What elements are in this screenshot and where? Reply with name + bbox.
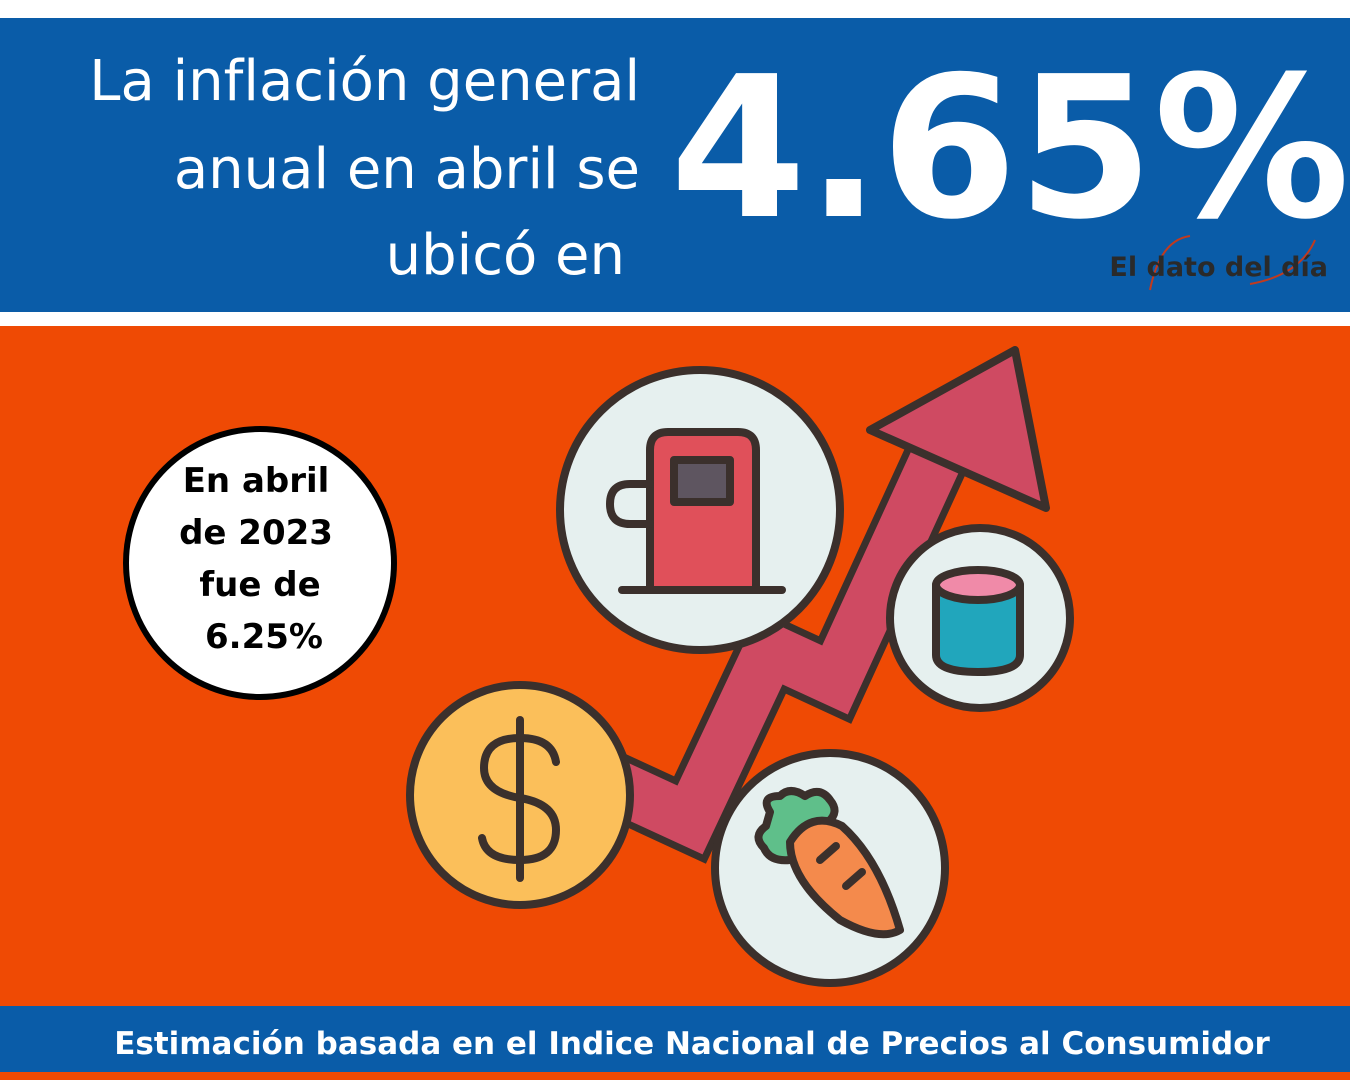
- fuel-icon: [556, 366, 844, 654]
- headline-line: La inflación general: [89, 49, 640, 114]
- dollar-s: [478, 734, 560, 864]
- note-line: 6.25%: [205, 617, 323, 657]
- brand-swoosh: [1149, 235, 1191, 291]
- note-line: de 2023: [179, 513, 333, 553]
- note-circle: [123, 426, 397, 700]
- can-icon: [886, 524, 1074, 712]
- carrot-root: [786, 816, 904, 939]
- headline-line: ubicó en: [386, 223, 625, 288]
- pump-display: [670, 456, 734, 506]
- footer-source: Estimación basada en el Indice Nacional …: [114, 1026, 1270, 1062]
- note-line: En abril: [183, 461, 330, 501]
- dollar-icon: [406, 681, 634, 909]
- rising-arrow: [546, 346, 1050, 864]
- pump: [646, 428, 760, 594]
- note-badge: En abril de 2023 fue de 6.25%: [123, 426, 397, 700]
- carrot-line: [816, 842, 840, 864]
- carrot-leaves: [754, 787, 839, 865]
- arrow-body: [549, 429, 969, 855]
- footer-stripe: [0, 1072, 1350, 1080]
- header-band: [0, 18, 1350, 312]
- pump-hose: [606, 480, 654, 528]
- brand-swoosh: [1249, 239, 1316, 285]
- footer-band: [0, 1006, 1350, 1072]
- can-body: [932, 581, 1024, 676]
- arrow-head: [866, 346, 1050, 512]
- carrot-line: [842, 868, 866, 890]
- headline-figure: 4.65%: [670, 35, 1350, 263]
- headline-line: anual en abril se: [174, 137, 640, 202]
- brand: El dato del día: [1109, 252, 1328, 283]
- can-top: [932, 566, 1024, 604]
- carrot-icon: [711, 749, 949, 987]
- note-line: fue de: [199, 565, 320, 605]
